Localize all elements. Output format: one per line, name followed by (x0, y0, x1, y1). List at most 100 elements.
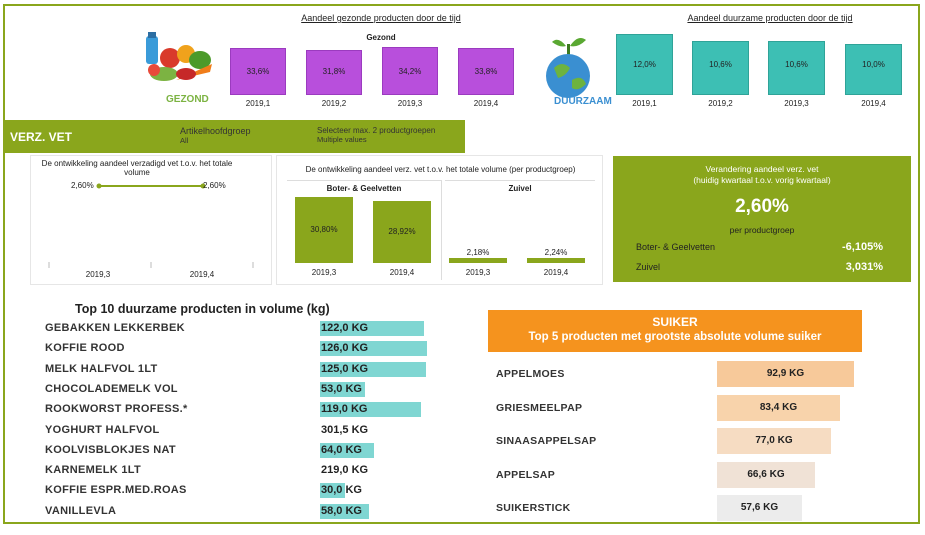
gezond-bar-value: 33,6% (246, 67, 270, 76)
duurzaam-x-label: 2019,2 (708, 99, 733, 108)
top10-item-name: VANILLEVLA (45, 504, 117, 517)
group-bar-value: 28,92% (388, 227, 416, 236)
group-name: Boter- & Geelvetten (326, 184, 402, 193)
kpi-row-value: -6,105% (842, 241, 883, 253)
top10-item-value: 125,0 KG (321, 362, 369, 375)
group-bar-value: 2,24% (544, 248, 568, 257)
gezond-x-label: 2019,2 (321, 99, 347, 108)
filter-artikelhoofdgroep-label: Artikelhoofdgroep (180, 126, 251, 136)
group-bar[interactable] (295, 197, 353, 263)
line-point[interactable] (200, 183, 206, 189)
suiker-bar[interactable] (717, 428, 831, 454)
top10-bar[interactable] (320, 483, 345, 499)
suiker-item-name: GRIESMEELPAP (496, 401, 583, 414)
filter-productgroepen-value: Multiple values (317, 135, 367, 144)
duurzaam-bar[interactable] (768, 41, 825, 95)
top10-bar[interactable] (320, 442, 374, 458)
duurzaam-bar-value: 10,0% (862, 60, 885, 69)
top10-item-value: 64,0 KG (321, 443, 362, 456)
suiker-item-value: 57,6 KG (740, 502, 779, 513)
suiker-header: SUIKER Top 5 producten met grootste abso… (488, 310, 862, 352)
suiker-bar[interactable] (717, 361, 854, 387)
top10-bar[interactable] (320, 321, 424, 336)
duurzaam-bar[interactable] (845, 44, 902, 95)
gezond-legend-label: Gezond (366, 33, 396, 42)
kpi-row-name: Zuivel (636, 262, 661, 272)
group-divider (445, 180, 595, 181)
gezond-bar[interactable] (230, 48, 286, 95)
suiker-subtitle: Top 5 producten met grootste absolute vo… (528, 331, 822, 343)
group-bar[interactable] (527, 258, 585, 263)
kpi-title-2: (huidig kwartaal t.o.v. vorig kwartaal) (693, 175, 831, 185)
group-bar-value: 2,18% (466, 248, 490, 257)
line-chart-svg (48, 183, 254, 268)
gezond-bar[interactable] (306, 50, 362, 95)
gezond-x-label: 2019,4 (473, 99, 499, 108)
duurzaam-x-label: 2019,4 (861, 99, 886, 108)
duurzaam-logo-label: DUURZAAM (554, 96, 612, 107)
top10-item-value: 219,0 KG (321, 464, 369, 477)
line-chart-title: De ontwikkeling aandeel verzadigd vet t.… (41, 159, 233, 177)
kpi-sub: per productgroep (729, 225, 795, 235)
gezond-bar[interactable] (382, 47, 438, 95)
duurzaam-bar-value: 10,6% (709, 60, 732, 69)
duurzaam-bar-value: 10,6% (785, 60, 808, 69)
suiker-item-value: 92,9 KG (766, 368, 805, 379)
filter-productgroepen-label: Selecteer max. 2 productgroepen (317, 126, 436, 135)
top10-item-name: GEBAKKEN LEKKERBEK (45, 322, 185, 334)
top10-item-name: MELK HALFVOL 1LT (45, 362, 158, 375)
top10-bar[interactable] (320, 341, 427, 357)
group-name: Zuivel (508, 184, 532, 193)
top10-item-name: KOFFIE ROOD (45, 342, 125, 355)
globe-plant-icon (546, 38, 590, 98)
duurzaam-bar-value: 12,0% (633, 60, 656, 69)
group-x-label: 2019,4 (389, 268, 415, 277)
top10-item-name: KARNEMELK 1LT (45, 464, 141, 477)
duurzaam-x-label: 2019,1 (632, 99, 657, 108)
suiker-bar[interactable] (717, 495, 802, 521)
filter-productgroepen[interactable]: Selecteer max. 2 productgroepen Multiple… (317, 126, 435, 144)
line-x-label: 2019,3 (85, 270, 111, 279)
duurzaam-bar[interactable] (692, 41, 749, 95)
top10-bar[interactable] (320, 402, 421, 418)
kpi-row-value: 3,031% (845, 261, 883, 273)
group-divider (287, 180, 441, 181)
top10-bar[interactable] (320, 381, 365, 397)
suiker-item-name: SINAASAPPELSAP (496, 435, 597, 447)
suiker-bar[interactable] (717, 394, 840, 421)
top10-title: Top 10 duurzame producten in volume (kg) (75, 302, 330, 316)
top10-item-name: ROOKWORST PROFESS.* (45, 403, 188, 416)
top10-bar[interactable] (320, 361, 426, 377)
top10-item-value: 301,5 KG (321, 423, 369, 436)
kpi-title-1: Verandering aandeel verz. vet (705, 164, 819, 174)
kpi-panel: Verandering aandeel verz. vet (huidig kw… (613, 156, 911, 282)
duurzaam-bar[interactable] (616, 34, 673, 95)
line-x-label: 2019,4 (189, 270, 215, 279)
group-x-label: 2019,3 (465, 268, 491, 277)
gezond-bar-value: 31,8% (322, 67, 346, 76)
filter-artikelhoofdgroep[interactable]: Artikelhoofdgroep All (180, 126, 251, 145)
suiker-item-name: APPELMOES (496, 368, 565, 380)
group-bar[interactable] (449, 258, 507, 263)
duurzaam-chart-title: Aandeel duurzame producten door de tijd (687, 13, 853, 23)
top10-item-name: YOGHURT HALFVOL (45, 423, 160, 436)
top10-bar[interactable] (320, 503, 369, 519)
suiker-item-value: 77,0 KG (755, 435, 793, 446)
group-x-label: 2019,4 (543, 268, 569, 277)
top10-item-value: 30,0 KG (321, 484, 362, 497)
group-x-label: 2019,3 (311, 268, 337, 277)
kpi-row-name: Boter- & Geelvetten (636, 242, 716, 252)
top10-item-value: 126,0 KG (321, 342, 369, 355)
gezond-bar[interactable] (458, 48, 514, 95)
filter-artikelhoofdgroep-value: All (180, 136, 189, 145)
line-point-label: 2,60% (203, 181, 226, 190)
kpi-value: 2,60% (735, 196, 789, 217)
group-bar[interactable] (373, 201, 431, 263)
suiker-item-name: SUIKERSTICK (496, 502, 571, 514)
duurzaam-logo: DUURZAAM (536, 30, 616, 110)
suiker-bar[interactable] (717, 461, 815, 488)
line-point-label: 2,60% (71, 181, 94, 190)
line-chart-panel: De ontwikkeling aandeel verzadigd vet t.… (30, 155, 272, 285)
line-point[interactable] (96, 183, 102, 189)
gezond-chart-title: Aandeel gezonde producten door de tijd (301, 13, 461, 23)
